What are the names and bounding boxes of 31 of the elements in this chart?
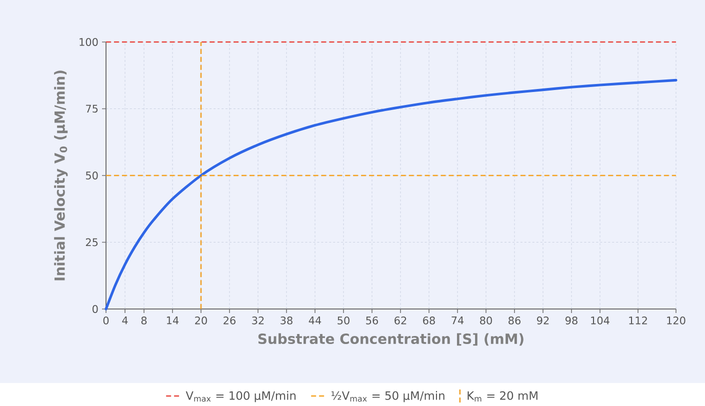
x-tick-label: 4	[122, 316, 128, 324]
y-tick-label: 100	[80, 38, 98, 46]
x-tick-label: 56	[366, 316, 378, 324]
y-axis-title: Initial Velocity V$_{0}$ (µM/min)	[54, 70, 68, 280]
y-tick-label: 75	[86, 104, 98, 112]
x-tick-label: 50	[338, 316, 350, 324]
y-tick-label: 50	[86, 171, 98, 180]
x-tick-label: 32	[252, 316, 264, 324]
legend-label: ½V$_{max}$ = 50 µM/min	[331, 390, 444, 402]
x-tick-label: 44	[308, 316, 322, 324]
x-tick-label: 98	[566, 316, 578, 324]
x-tick-label: 120	[667, 316, 686, 324]
x-tick-label: 8	[141, 316, 147, 324]
legend-label: V$_{max}$ = 100 µM/min	[186, 390, 296, 402]
x-tick-label: 92	[537, 316, 549, 324]
x-tick-label: 104	[591, 316, 610, 324]
x-tick-label: 62	[394, 316, 406, 324]
x-tick-label: 68	[423, 316, 435, 324]
x-tick-label: 26	[224, 316, 236, 324]
x-tick-label: 74	[452, 316, 464, 324]
x-tick-label: 0	[103, 316, 109, 324]
x-tick-label: 86	[508, 316, 520, 324]
x-tick-label: 38	[280, 316, 292, 324]
legend-label: K$_{m}$ = 20 mM	[468, 391, 538, 402]
x-tick-label: 112	[629, 316, 647, 324]
x-axis-title: Substrate Concentration [S] (mM)	[258, 333, 524, 346]
y-tick-label: 25	[86, 238, 98, 246]
x-tick-label: 80	[480, 316, 492, 324]
x-tick-label: 14	[166, 316, 179, 324]
x-tick-label: 20	[195, 316, 207, 324]
y-tick-label: 0	[92, 304, 98, 313]
